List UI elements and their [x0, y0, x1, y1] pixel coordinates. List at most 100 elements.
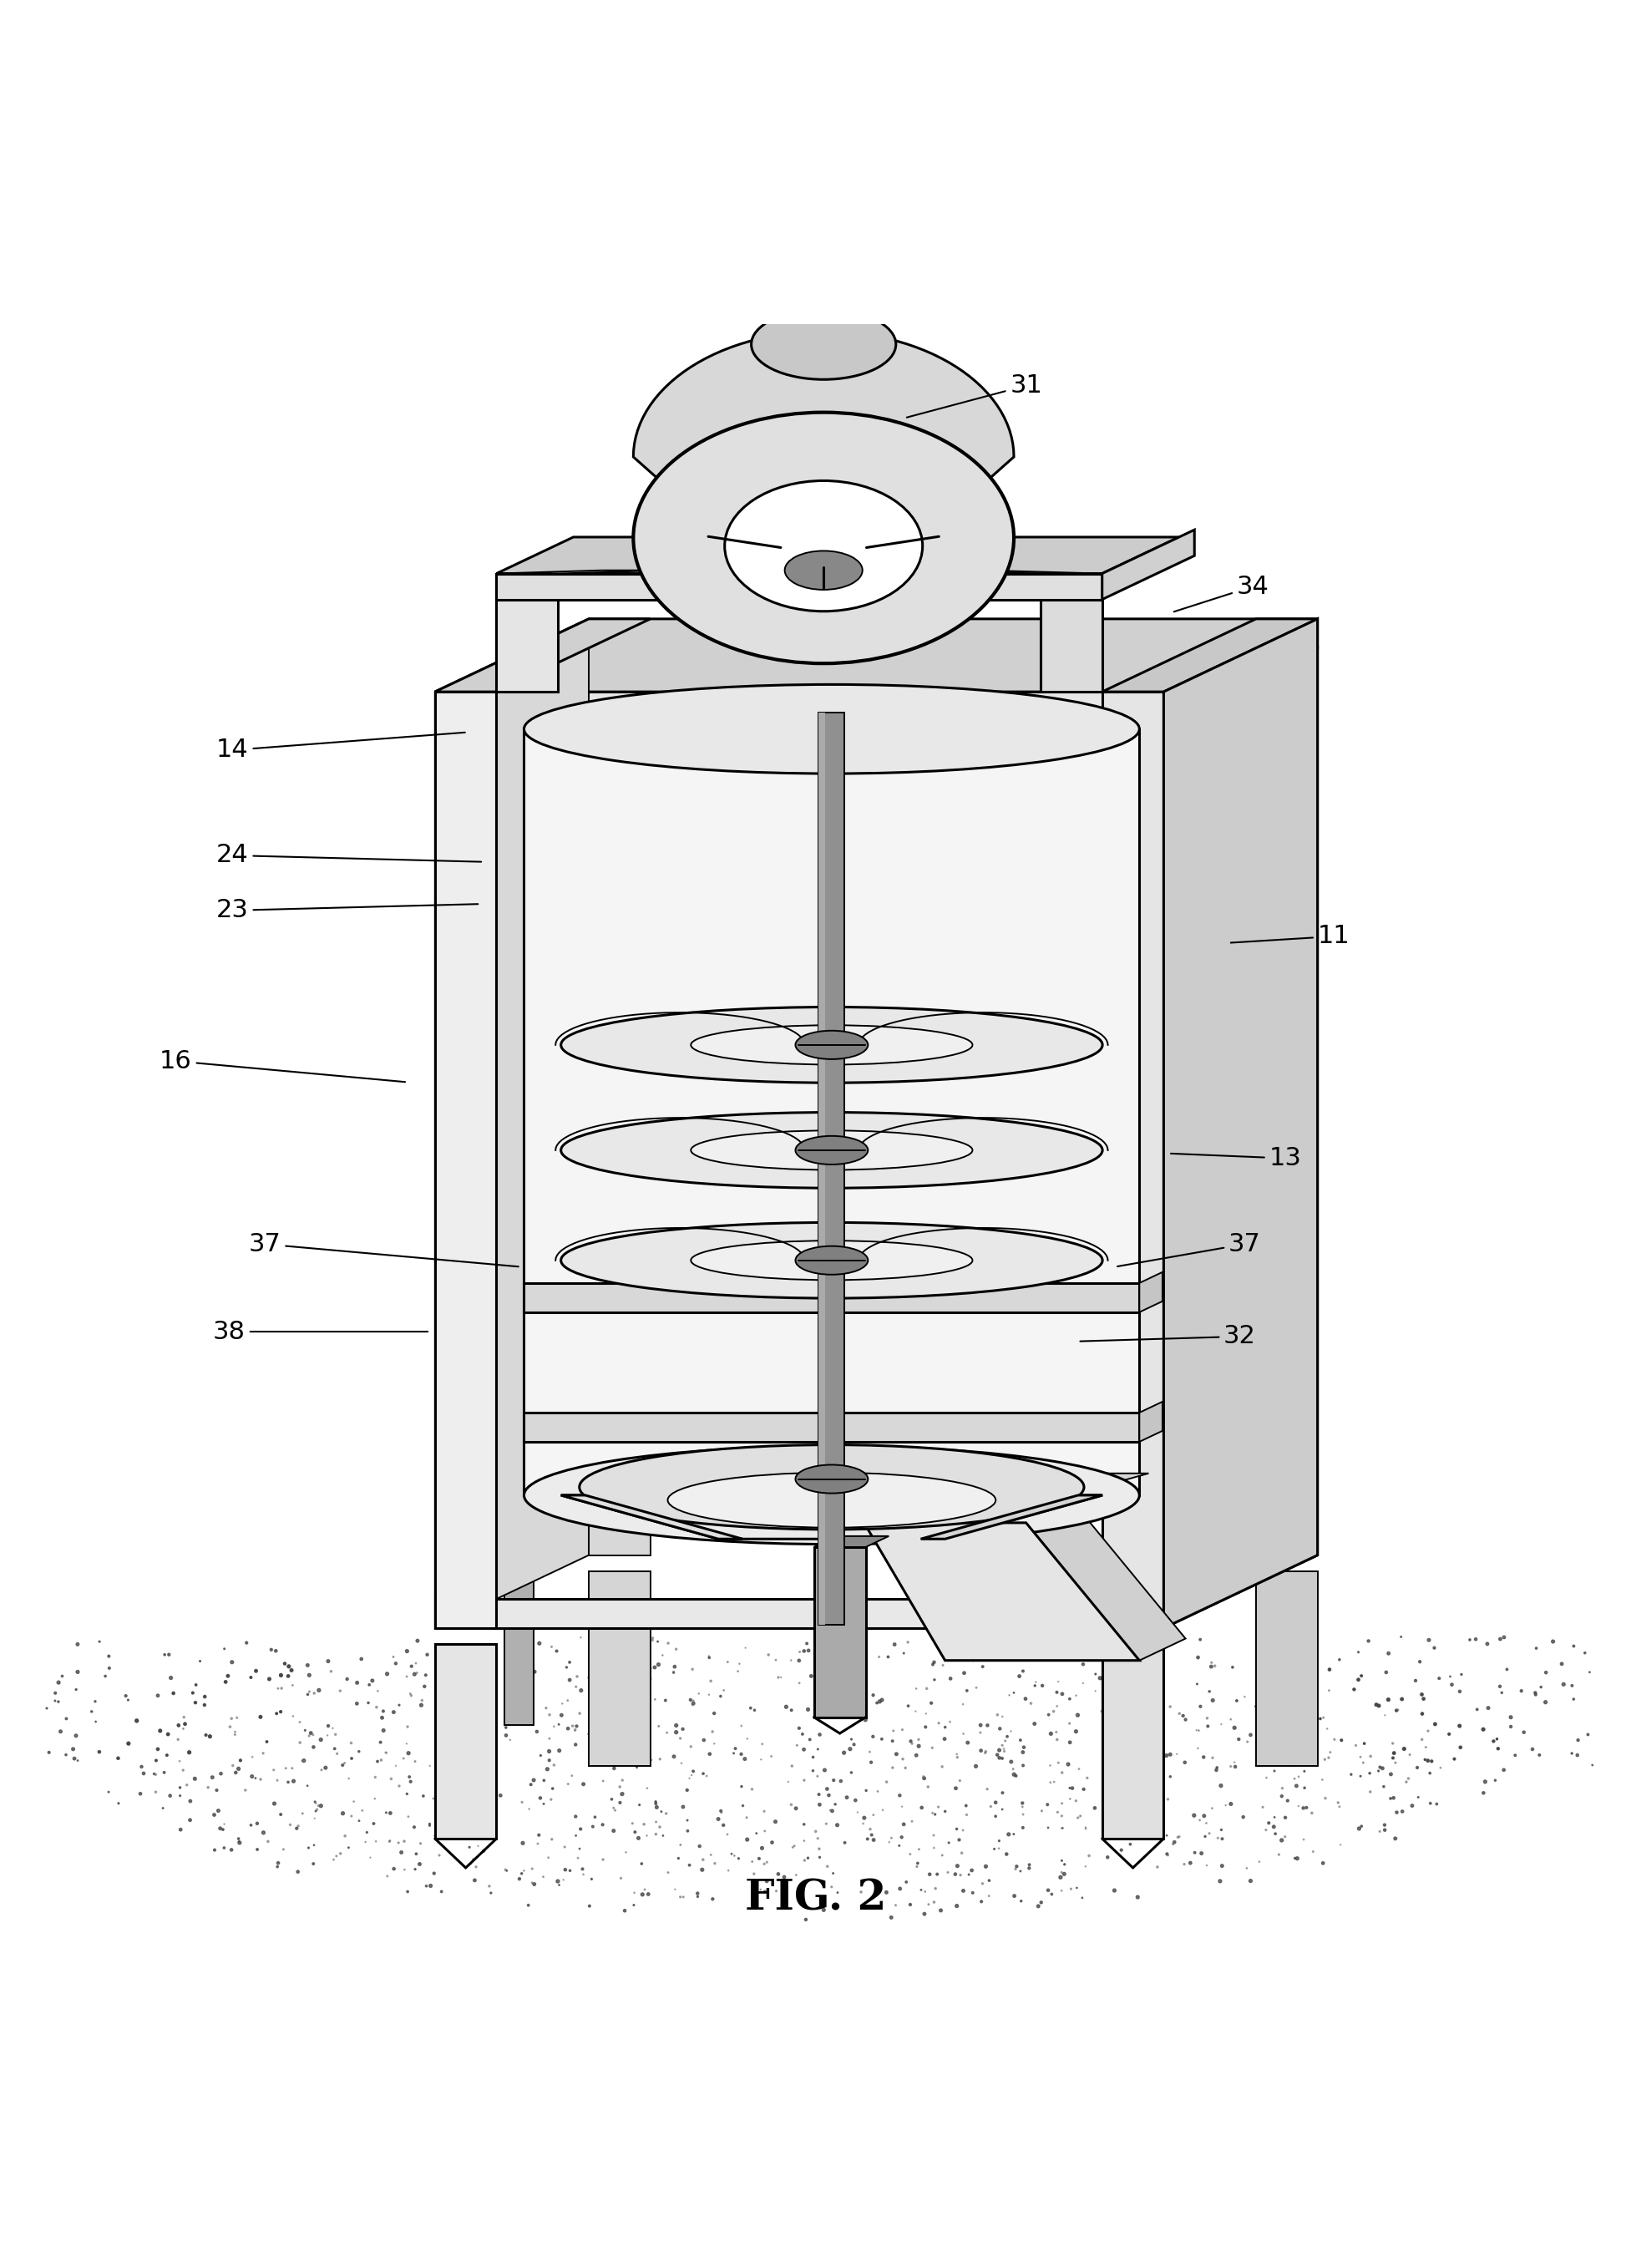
Point — [395, 1735, 421, 1771]
Point — [1533, 1685, 1559, 1721]
Point — [344, 1685, 370, 1721]
Ellipse shape — [692, 1025, 972, 1064]
Point — [1055, 1746, 1081, 1783]
Point — [524, 1715, 550, 1751]
Point — [267, 1658, 294, 1694]
Point — [250, 1735, 276, 1771]
Point — [1044, 1721, 1070, 1758]
Point — [377, 1823, 403, 1860]
Point — [1063, 1678, 1090, 1715]
Point — [1355, 1624, 1381, 1660]
Point — [786, 1642, 812, 1678]
Point — [972, 1848, 998, 1885]
Point — [726, 1647, 752, 1683]
Point — [948, 1622, 974, 1658]
Point — [406, 1846, 432, 1882]
Point — [1393, 1765, 1419, 1801]
Point — [171, 1706, 197, 1742]
Point — [563, 1726, 589, 1762]
Point — [480, 1817, 506, 1853]
Point — [1063, 1869, 1090, 1905]
Point — [685, 1878, 711, 1914]
Point — [1292, 1789, 1318, 1826]
Point — [1037, 1746, 1063, 1783]
Point — [373, 1735, 400, 1771]
Point — [300, 1728, 326, 1765]
Point — [391, 1851, 418, 1887]
Ellipse shape — [524, 685, 1140, 773]
Point — [944, 1735, 970, 1771]
Point — [698, 1662, 724, 1699]
Point — [829, 1762, 855, 1799]
Point — [520, 1762, 546, 1799]
Point — [1282, 1656, 1308, 1692]
Point — [1261, 1753, 1287, 1789]
Point — [1326, 1642, 1352, 1678]
Point — [895, 1624, 922, 1660]
Point — [600, 1812, 626, 1848]
Point — [1081, 1789, 1107, 1826]
Point — [65, 1653, 91, 1690]
Point — [643, 1681, 669, 1717]
Point — [791, 1730, 817, 1767]
Point — [1409, 1676, 1435, 1712]
Point — [864, 1869, 891, 1905]
Point — [1171, 1744, 1197, 1780]
Point — [1001, 1755, 1028, 1792]
Point — [460, 1842, 486, 1878]
Point — [506, 1860, 532, 1896]
Point — [1199, 1649, 1225, 1685]
Point — [977, 1628, 1003, 1665]
Point — [644, 1789, 670, 1826]
Point — [1261, 1737, 1287, 1774]
Point — [192, 1678, 219, 1715]
Point — [267, 1694, 294, 1730]
Point — [465, 1805, 491, 1842]
Point — [985, 1830, 1011, 1867]
Point — [493, 1717, 519, 1753]
Polygon shape — [1163, 619, 1318, 721]
Point — [360, 1805, 387, 1842]
Point — [1527, 1737, 1553, 1774]
Point — [763, 1642, 789, 1678]
Point — [207, 1810, 233, 1846]
Point — [1577, 1653, 1603, 1690]
Point — [334, 1660, 360, 1696]
Point — [1041, 1694, 1067, 1730]
Point — [858, 1812, 884, 1848]
Point — [740, 1869, 767, 1905]
Point — [915, 1887, 941, 1923]
Point — [780, 1749, 806, 1785]
Point — [188, 1642, 214, 1678]
Point — [527, 1737, 553, 1774]
Point — [308, 1751, 334, 1787]
Point — [654, 1715, 680, 1751]
Point — [333, 1817, 359, 1853]
Point — [1235, 1724, 1261, 1760]
Point — [124, 1703, 150, 1740]
Point — [166, 1769, 192, 1805]
Point — [791, 1842, 817, 1878]
Point — [876, 1640, 902, 1676]
Point — [1297, 1662, 1323, 1699]
Point — [315, 1717, 341, 1753]
Point — [830, 1633, 856, 1669]
Point — [219, 1701, 245, 1737]
Point — [576, 1660, 602, 1696]
Point — [661, 1737, 687, 1774]
Point — [1076, 1837, 1103, 1873]
Point — [830, 1735, 856, 1771]
Point — [734, 1821, 760, 1857]
Ellipse shape — [752, 308, 895, 379]
Point — [1302, 1667, 1328, 1703]
Point — [1439, 1667, 1465, 1703]
Point — [223, 1699, 250, 1735]
Point — [912, 1873, 938, 1910]
Point — [643, 1783, 669, 1819]
Point — [993, 1837, 1019, 1873]
Point — [1411, 1681, 1437, 1717]
Point — [264, 1669, 290, 1706]
Point — [297, 1674, 323, 1710]
Point — [1267, 1696, 1293, 1733]
Point — [165, 1708, 191, 1744]
